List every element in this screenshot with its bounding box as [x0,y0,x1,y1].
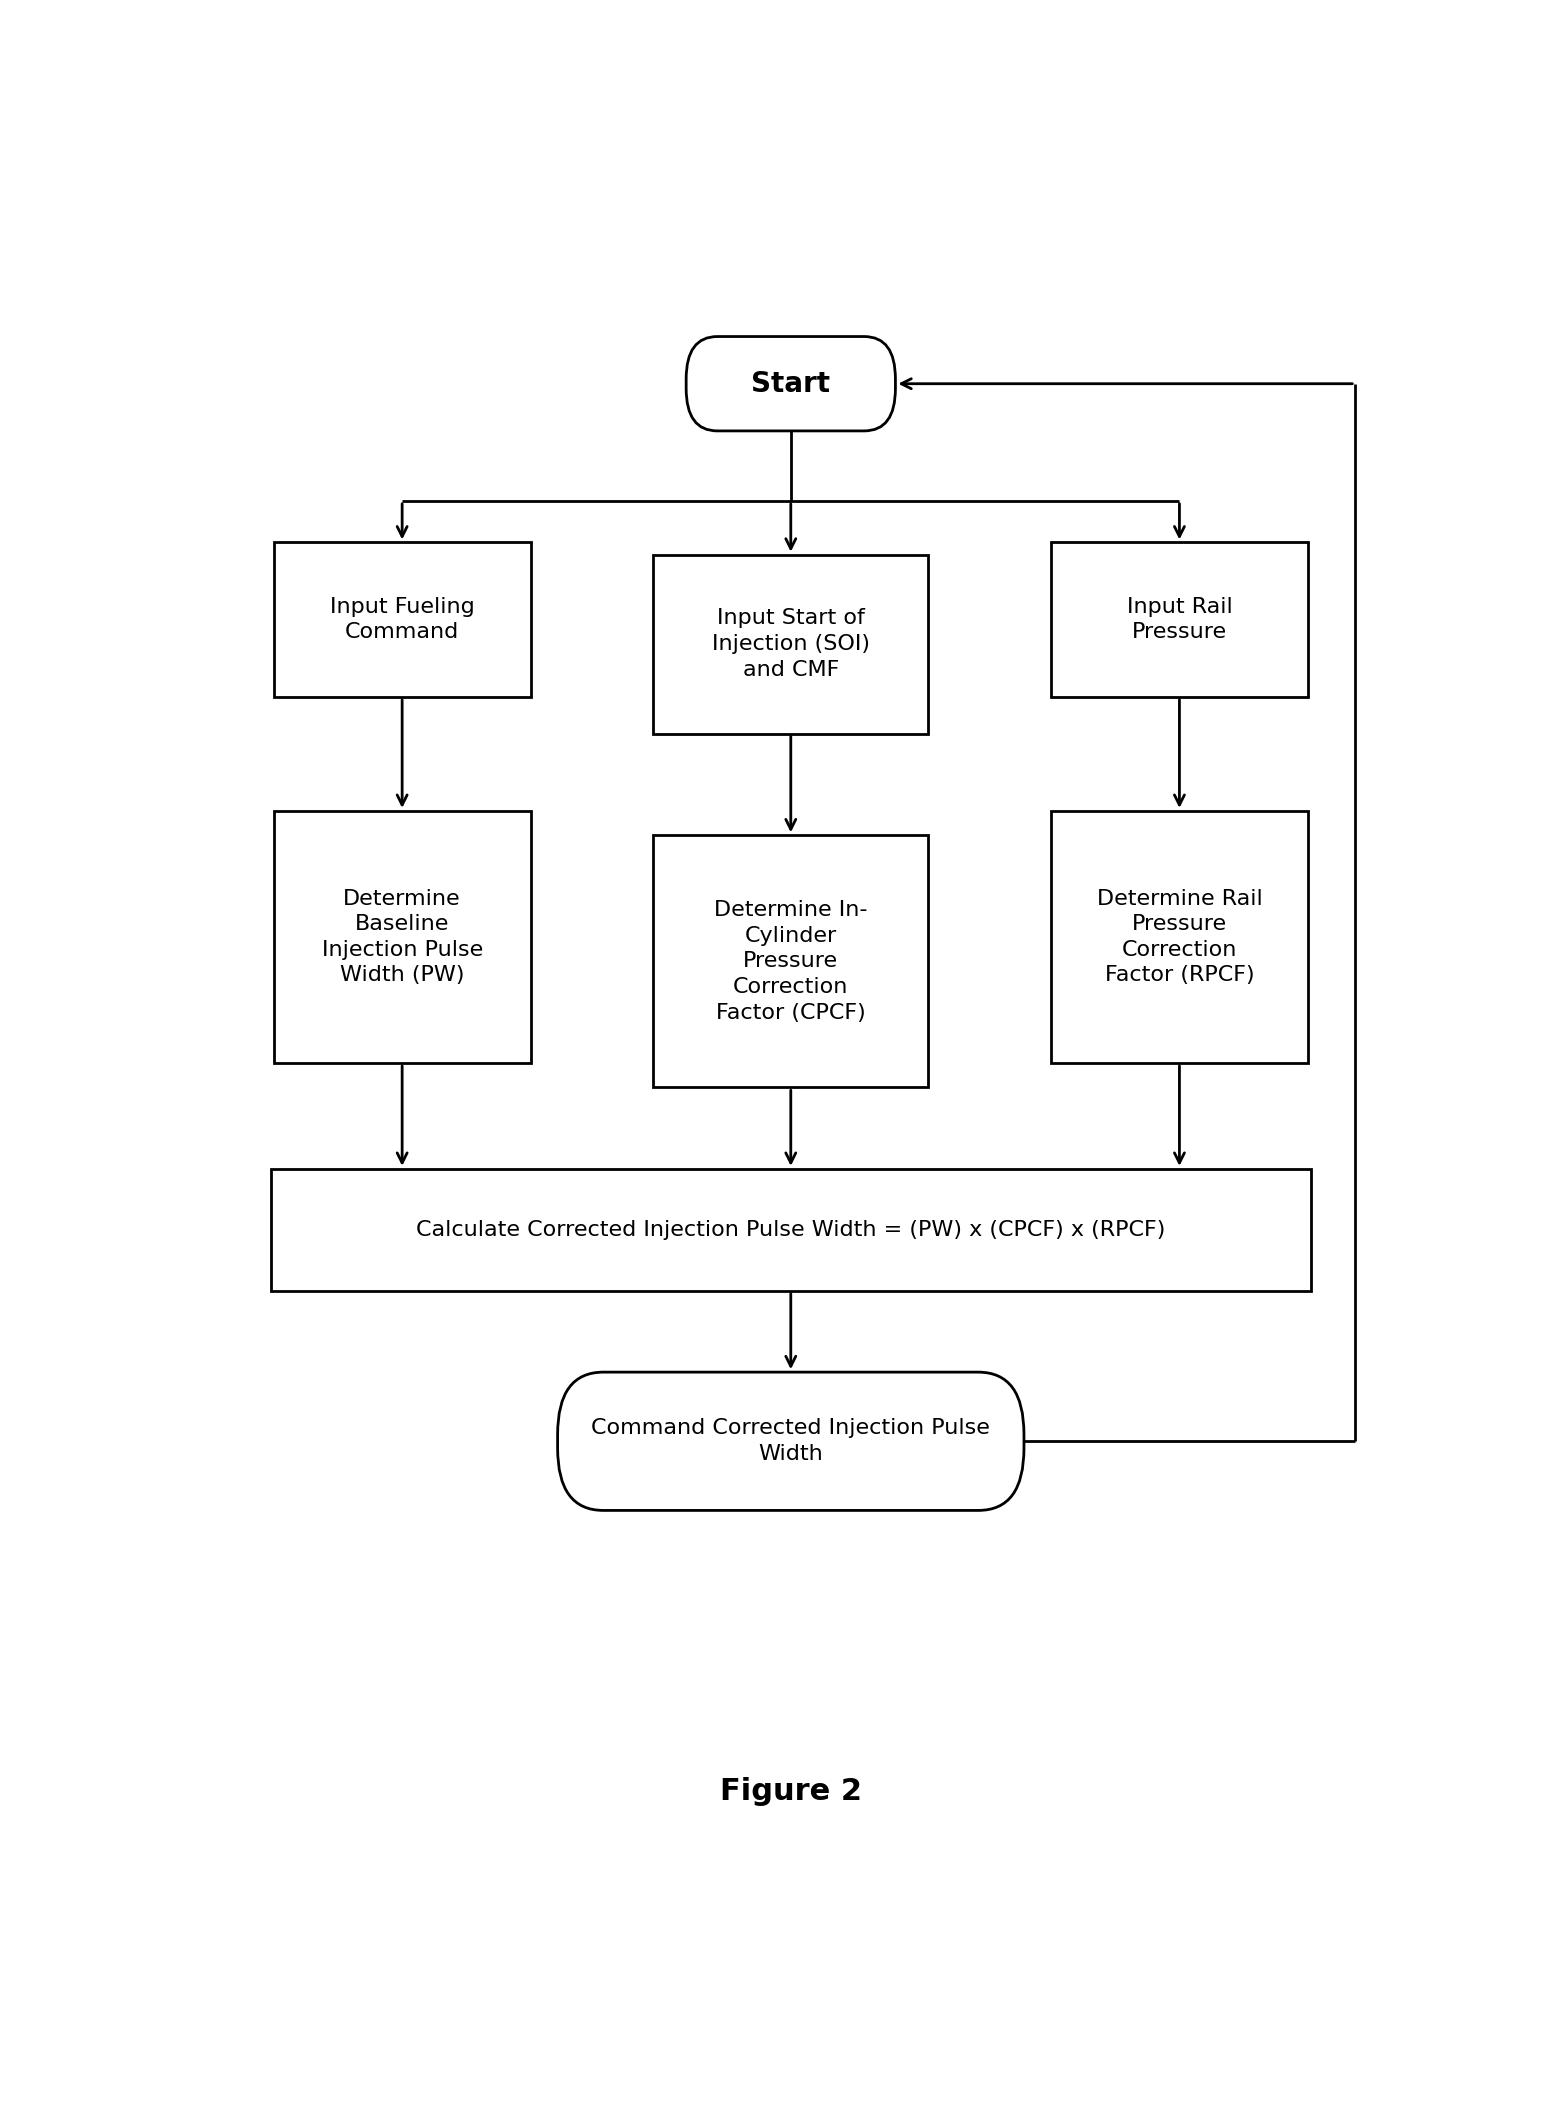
Text: Calculate Corrected Injection Pulse Width = (PW) x (CPCF) x (RPCF): Calculate Corrected Injection Pulse Widt… [417,1219,1165,1240]
Text: Input Fueling
Command: Input Fueling Command [330,596,475,642]
Bar [653,554,929,733]
FancyBboxPatch shape [687,336,895,431]
Text: Input Rail
Pressure: Input Rail Pressure [1126,596,1233,642]
Text: Command Corrected Injection Pulse
Width: Command Corrected Injection Pulse Width [591,1418,991,1464]
Bar [1051,543,1308,697]
Bar [1051,811,1308,1063]
Text: Determine Rail
Pressure
Correction
Factor (RPCF): Determine Rail Pressure Correction Facto… [1097,887,1262,985]
FancyBboxPatch shape [557,1371,1025,1511]
Bar [273,811,531,1063]
Text: Start: Start [751,370,830,397]
Text: Figure 2: Figure 2 [719,1777,863,1807]
Text: Input Start of
Injection (SOI)
and CMF: Input Start of Injection (SOI) and CMF [711,609,870,680]
Text: Determine
Baseline
Injection Pulse
Width (PW): Determine Baseline Injection Pulse Width… [321,887,483,985]
Bar [653,835,929,1088]
Bar [273,543,531,697]
Bar [270,1168,1312,1291]
Text: Determine In-
Cylinder
Pressure
Correction
Factor (CPCF): Determine In- Cylinder Pressure Correcti… [714,900,867,1023]
